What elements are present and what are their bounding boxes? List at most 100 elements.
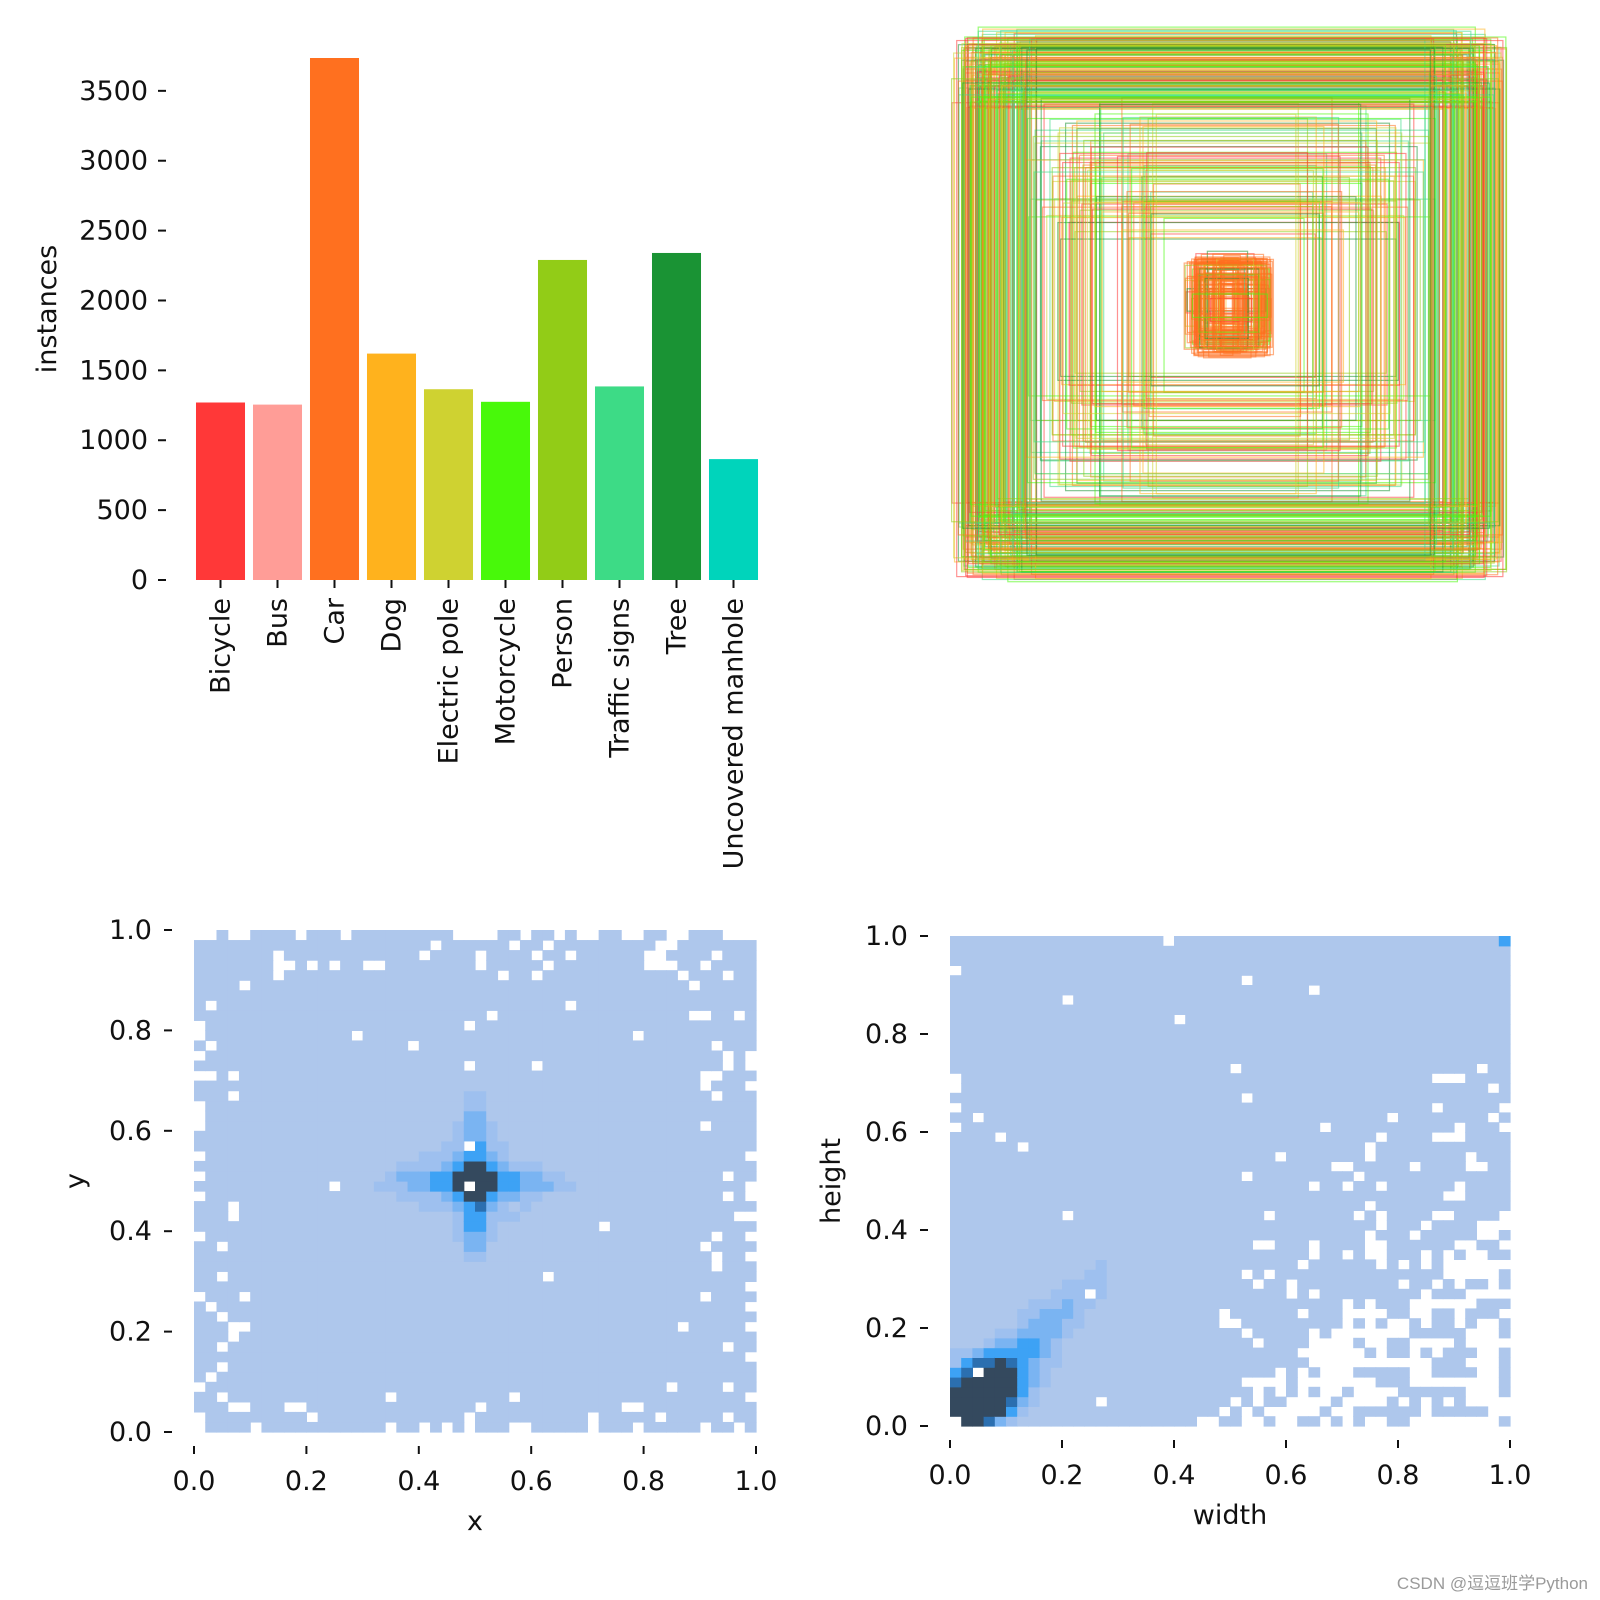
heat-cell [1308, 1063, 1321, 1074]
heat-cell [418, 1030, 431, 1042]
heat-cell [463, 1331, 476, 1343]
heat-cell [328, 1401, 341, 1413]
heat-cell [340, 1000, 352, 1011]
heat-cell [1375, 985, 1388, 996]
heat-cell [1230, 1337, 1242, 1349]
heat-cell [306, 1050, 319, 1062]
heat-cell [340, 1211, 352, 1222]
heat-cell [1185, 1416, 1197, 1427]
heat-cell [1062, 1171, 1074, 1182]
heat-cell [1476, 1406, 1489, 1417]
heat-cell [1230, 1004, 1242, 1015]
heat-cell [1274, 1161, 1287, 1172]
heat-cell [576, 1040, 588, 1052]
heat-cell [1140, 1181, 1153, 1192]
heat-cell [1028, 1318, 1041, 1329]
heat-cell [351, 1371, 364, 1383]
heat-cell [1263, 1298, 1276, 1309]
heat-cell [632, 1291, 645, 1303]
heat-cell [961, 1073, 973, 1084]
heat-cell [1487, 1200, 1500, 1211]
heat-cell [452, 1241, 465, 1252]
heat-cell [519, 1080, 532, 1092]
heat-cell [452, 970, 465, 981]
heat-cell [1342, 1141, 1354, 1153]
heat-cell [576, 1030, 588, 1042]
heat-cell [632, 1000, 645, 1011]
heat-cell [272, 940, 285, 951]
heat-cell [1162, 1171, 1175, 1182]
heat-cell [1398, 1239, 1410, 1251]
heat-cell [1420, 1347, 1433, 1358]
heat-cell [564, 1150, 577, 1162]
heat-cell [418, 1100, 431, 1112]
heat-cell [1274, 1083, 1287, 1094]
heat-cell [688, 1191, 701, 1202]
heat-cell [373, 1120, 386, 1132]
heat-cell [972, 985, 985, 996]
heat-cell [609, 1231, 622, 1242]
heat-cell [261, 930, 274, 941]
heat-cell [1286, 985, 1298, 996]
heat-cell [238, 1271, 251, 1282]
heat-cell [1118, 1190, 1130, 1202]
heat-cell [1252, 1112, 1265, 1123]
heat-cell [531, 1381, 544, 1393]
heat-cell [711, 1331, 723, 1343]
heat-cell [699, 1381, 712, 1393]
heat-cell [1286, 1102, 1298, 1113]
heat-cell [711, 1361, 723, 1373]
heat-cell [1241, 1122, 1253, 1133]
heat-cell [1465, 1141, 1477, 1153]
heat-cell [1073, 945, 1085, 957]
heat-cell [1207, 975, 1220, 986]
heat-cell [1297, 945, 1309, 957]
heat-cell [1274, 955, 1287, 966]
heat-cell [1118, 1416, 1130, 1427]
heat-cell [587, 1191, 600, 1202]
heat-cell [994, 1102, 1007, 1113]
heat-cell [1140, 1161, 1153, 1172]
heat-cell [699, 1371, 712, 1383]
y-tick-label: 1500 [79, 355, 148, 386]
heat-cell [1039, 1014, 1052, 1025]
heat-cell [1050, 1259, 1063, 1270]
heat-cell [497, 1211, 510, 1222]
heat-cell [205, 1160, 218, 1172]
heat-cell [1286, 1220, 1298, 1231]
heat-cell [351, 1311, 364, 1323]
heat-cell [621, 1321, 633, 1333]
heat-cell [430, 1170, 442, 1182]
heat-cell [643, 1261, 656, 1272]
heat-cell [407, 1030, 420, 1042]
heat-cell [1084, 1298, 1097, 1309]
heat-cell [486, 1100, 499, 1112]
heat-cell [1017, 1210, 1029, 1221]
box-outline [1101, 211, 1360, 393]
heat-cell [1140, 1269, 1153, 1280]
heat-cell [1353, 1043, 1365, 1055]
heat-cell [1062, 1386, 1074, 1398]
heat-cell [654, 1321, 667, 1333]
heat-cell [1185, 1239, 1197, 1251]
heat-cell [497, 1080, 510, 1092]
heat-cell [1274, 1132, 1287, 1143]
heat-cell [1039, 1220, 1052, 1231]
heat-cell [609, 1311, 622, 1323]
heat-cell [1185, 1200, 1197, 1211]
heat-cell [1050, 1073, 1063, 1084]
heat-cell [1028, 1357, 1041, 1368]
heat-cell [1207, 1308, 1220, 1319]
heat-cell [1487, 1102, 1500, 1113]
heat-cell [1241, 1200, 1253, 1211]
heat-cell [1274, 1034, 1287, 1045]
heat-cell [1196, 1386, 1209, 1398]
heat-cell [1062, 1298, 1074, 1309]
heat-cell [553, 1100, 566, 1112]
heat-cell [994, 1298, 1007, 1309]
heat-cell [295, 1030, 307, 1042]
heat-cell [711, 1150, 723, 1162]
heat-cell [283, 1020, 296, 1031]
heat-cell [1398, 945, 1410, 957]
heat-cell [373, 1010, 386, 1021]
